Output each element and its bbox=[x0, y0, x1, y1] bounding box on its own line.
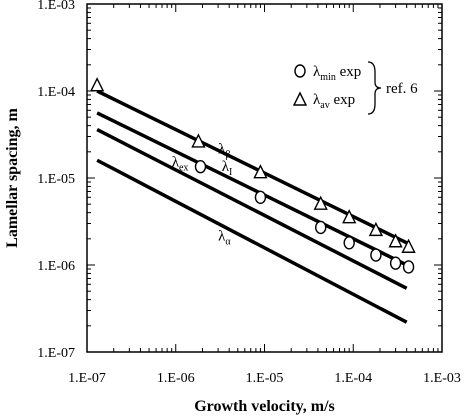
y-axis-title: Lamellar spacing, m bbox=[4, 107, 21, 247]
series-label: λβ bbox=[218, 142, 230, 161]
series-line bbox=[96, 158, 408, 324]
tick-labels-layer: 1.E-07 1.E-06 1.E-05 1.E-04 1.E-03 1.E-07 1.E-… bbox=[37, 0, 461, 386]
legend-label: λav exp bbox=[313, 92, 355, 111]
data-point-triangle bbox=[388, 233, 403, 248]
x-tick-label: 1.E-04 bbox=[334, 371, 372, 386]
legend-brace bbox=[367, 61, 382, 115]
legend: λmin exp λav exp ref. 6 bbox=[292, 61, 418, 115]
data-point-triangle bbox=[253, 164, 268, 179]
x-tick-label: 1.E-03 bbox=[423, 371, 461, 386]
data-point-triangle bbox=[313, 195, 328, 210]
series-line bbox=[96, 128, 408, 290]
plot-frame bbox=[86, 3, 443, 353]
data-point-circle bbox=[315, 220, 327, 235]
lines-layer bbox=[96, 89, 408, 324]
legend-reference: ref. 6 bbox=[386, 81, 418, 97]
data-point-circle bbox=[370, 248, 382, 262]
y-tick-label: 1.E-05 bbox=[37, 172, 75, 187]
legend-marker-triangle bbox=[292, 91, 308, 106]
data-point-circle bbox=[343, 236, 355, 250]
data-point-circle bbox=[254, 190, 267, 205]
legend-marker-circle bbox=[294, 64, 306, 78]
y-tick-label: 1.E-03 bbox=[37, 0, 75, 13]
data-point-triangle bbox=[89, 77, 105, 92]
x-axis-title: Growth velocity, m/s bbox=[194, 398, 335, 415]
x-tick-label: 1.E-06 bbox=[157, 371, 195, 386]
data-point-circle bbox=[402, 260, 415, 274]
y-tick-label: 1.E-07 bbox=[37, 346, 75, 361]
data-point-triangle bbox=[191, 133, 206, 148]
data-point-triangle bbox=[401, 238, 416, 253]
series-label: λI bbox=[222, 159, 233, 178]
data-point-triangle bbox=[368, 221, 384, 237]
y-tick-label: 1.E-06 bbox=[37, 259, 75, 274]
data-point-circle bbox=[389, 256, 402, 270]
y-tick-label: 1.E-04 bbox=[37, 85, 75, 100]
series-label: λα bbox=[218, 229, 231, 248]
legend-label: λmin exp bbox=[313, 64, 361, 83]
markers-layer bbox=[89, 77, 416, 274]
series-line bbox=[96, 89, 408, 245]
series-line bbox=[96, 111, 408, 267]
series-label: λex bbox=[172, 155, 189, 174]
data-point-circle bbox=[194, 159, 207, 174]
x-tick-label: 1.E-05 bbox=[246, 371, 284, 386]
data-point-triangle bbox=[342, 209, 357, 224]
x-tick-label: 1.E-07 bbox=[68, 371, 106, 386]
